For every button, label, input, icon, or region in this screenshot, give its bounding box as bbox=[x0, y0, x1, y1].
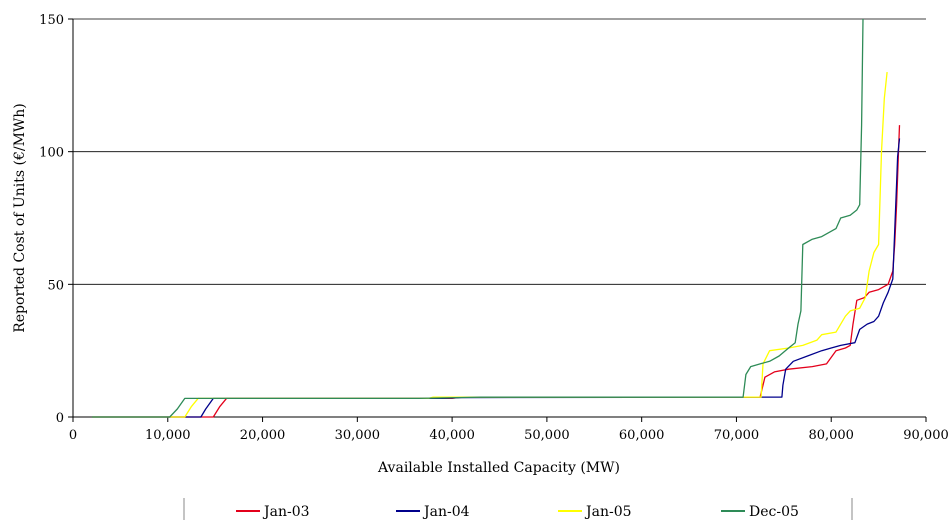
series-line-dec-05 bbox=[92, 18, 864, 418]
x-tick-label: 40,000 bbox=[429, 428, 475, 443]
x-tick-label: 30,000 bbox=[335, 428, 381, 443]
y-tick-label: 50 bbox=[47, 278, 64, 293]
x-tick-label: 10,000 bbox=[145, 428, 191, 443]
legend-label: Jan-04 bbox=[422, 504, 470, 520]
x-tick-label: 60,000 bbox=[619, 428, 665, 443]
y-tick-label: 0 bbox=[56, 411, 64, 426]
legend-label: Dec-05 bbox=[749, 504, 799, 520]
x-tick-label: 70,000 bbox=[714, 428, 760, 443]
gridlines bbox=[73, 18, 926, 285]
y-tick-label: 100 bbox=[39, 146, 64, 161]
x-tick-labels: 0 10,000 20,000 30,000 40,000 50,000 60,000 70,… bbox=[69, 428, 949, 443]
axes bbox=[68, 18, 927, 422]
y-tick-labels: 0 50 100 150 bbox=[39, 13, 64, 426]
legend-label: Jan-03 bbox=[262, 504, 310, 520]
series-lines bbox=[92, 18, 901, 418]
y-tick-label: 150 bbox=[39, 13, 64, 28]
x-axis-title: Available Installed Capacity (MW) bbox=[377, 460, 620, 476]
x-tick-label: 90,000 bbox=[903, 428, 949, 443]
x-tick-label: 20,000 bbox=[240, 428, 286, 443]
legend-label: Jan-05 bbox=[584, 504, 632, 520]
x-tick-label: 50,000 bbox=[524, 428, 570, 443]
x-tick-label: 80,000 bbox=[808, 428, 854, 443]
y-axis-title: Reported Cost of Units (€/MWh) bbox=[12, 103, 28, 333]
legend: Jan-03 Jan-04 Jan-05 Dec-05 bbox=[183, 498, 853, 520]
plot-area bbox=[73, 19, 926, 417]
x-tick-label: 0 bbox=[69, 428, 77, 443]
